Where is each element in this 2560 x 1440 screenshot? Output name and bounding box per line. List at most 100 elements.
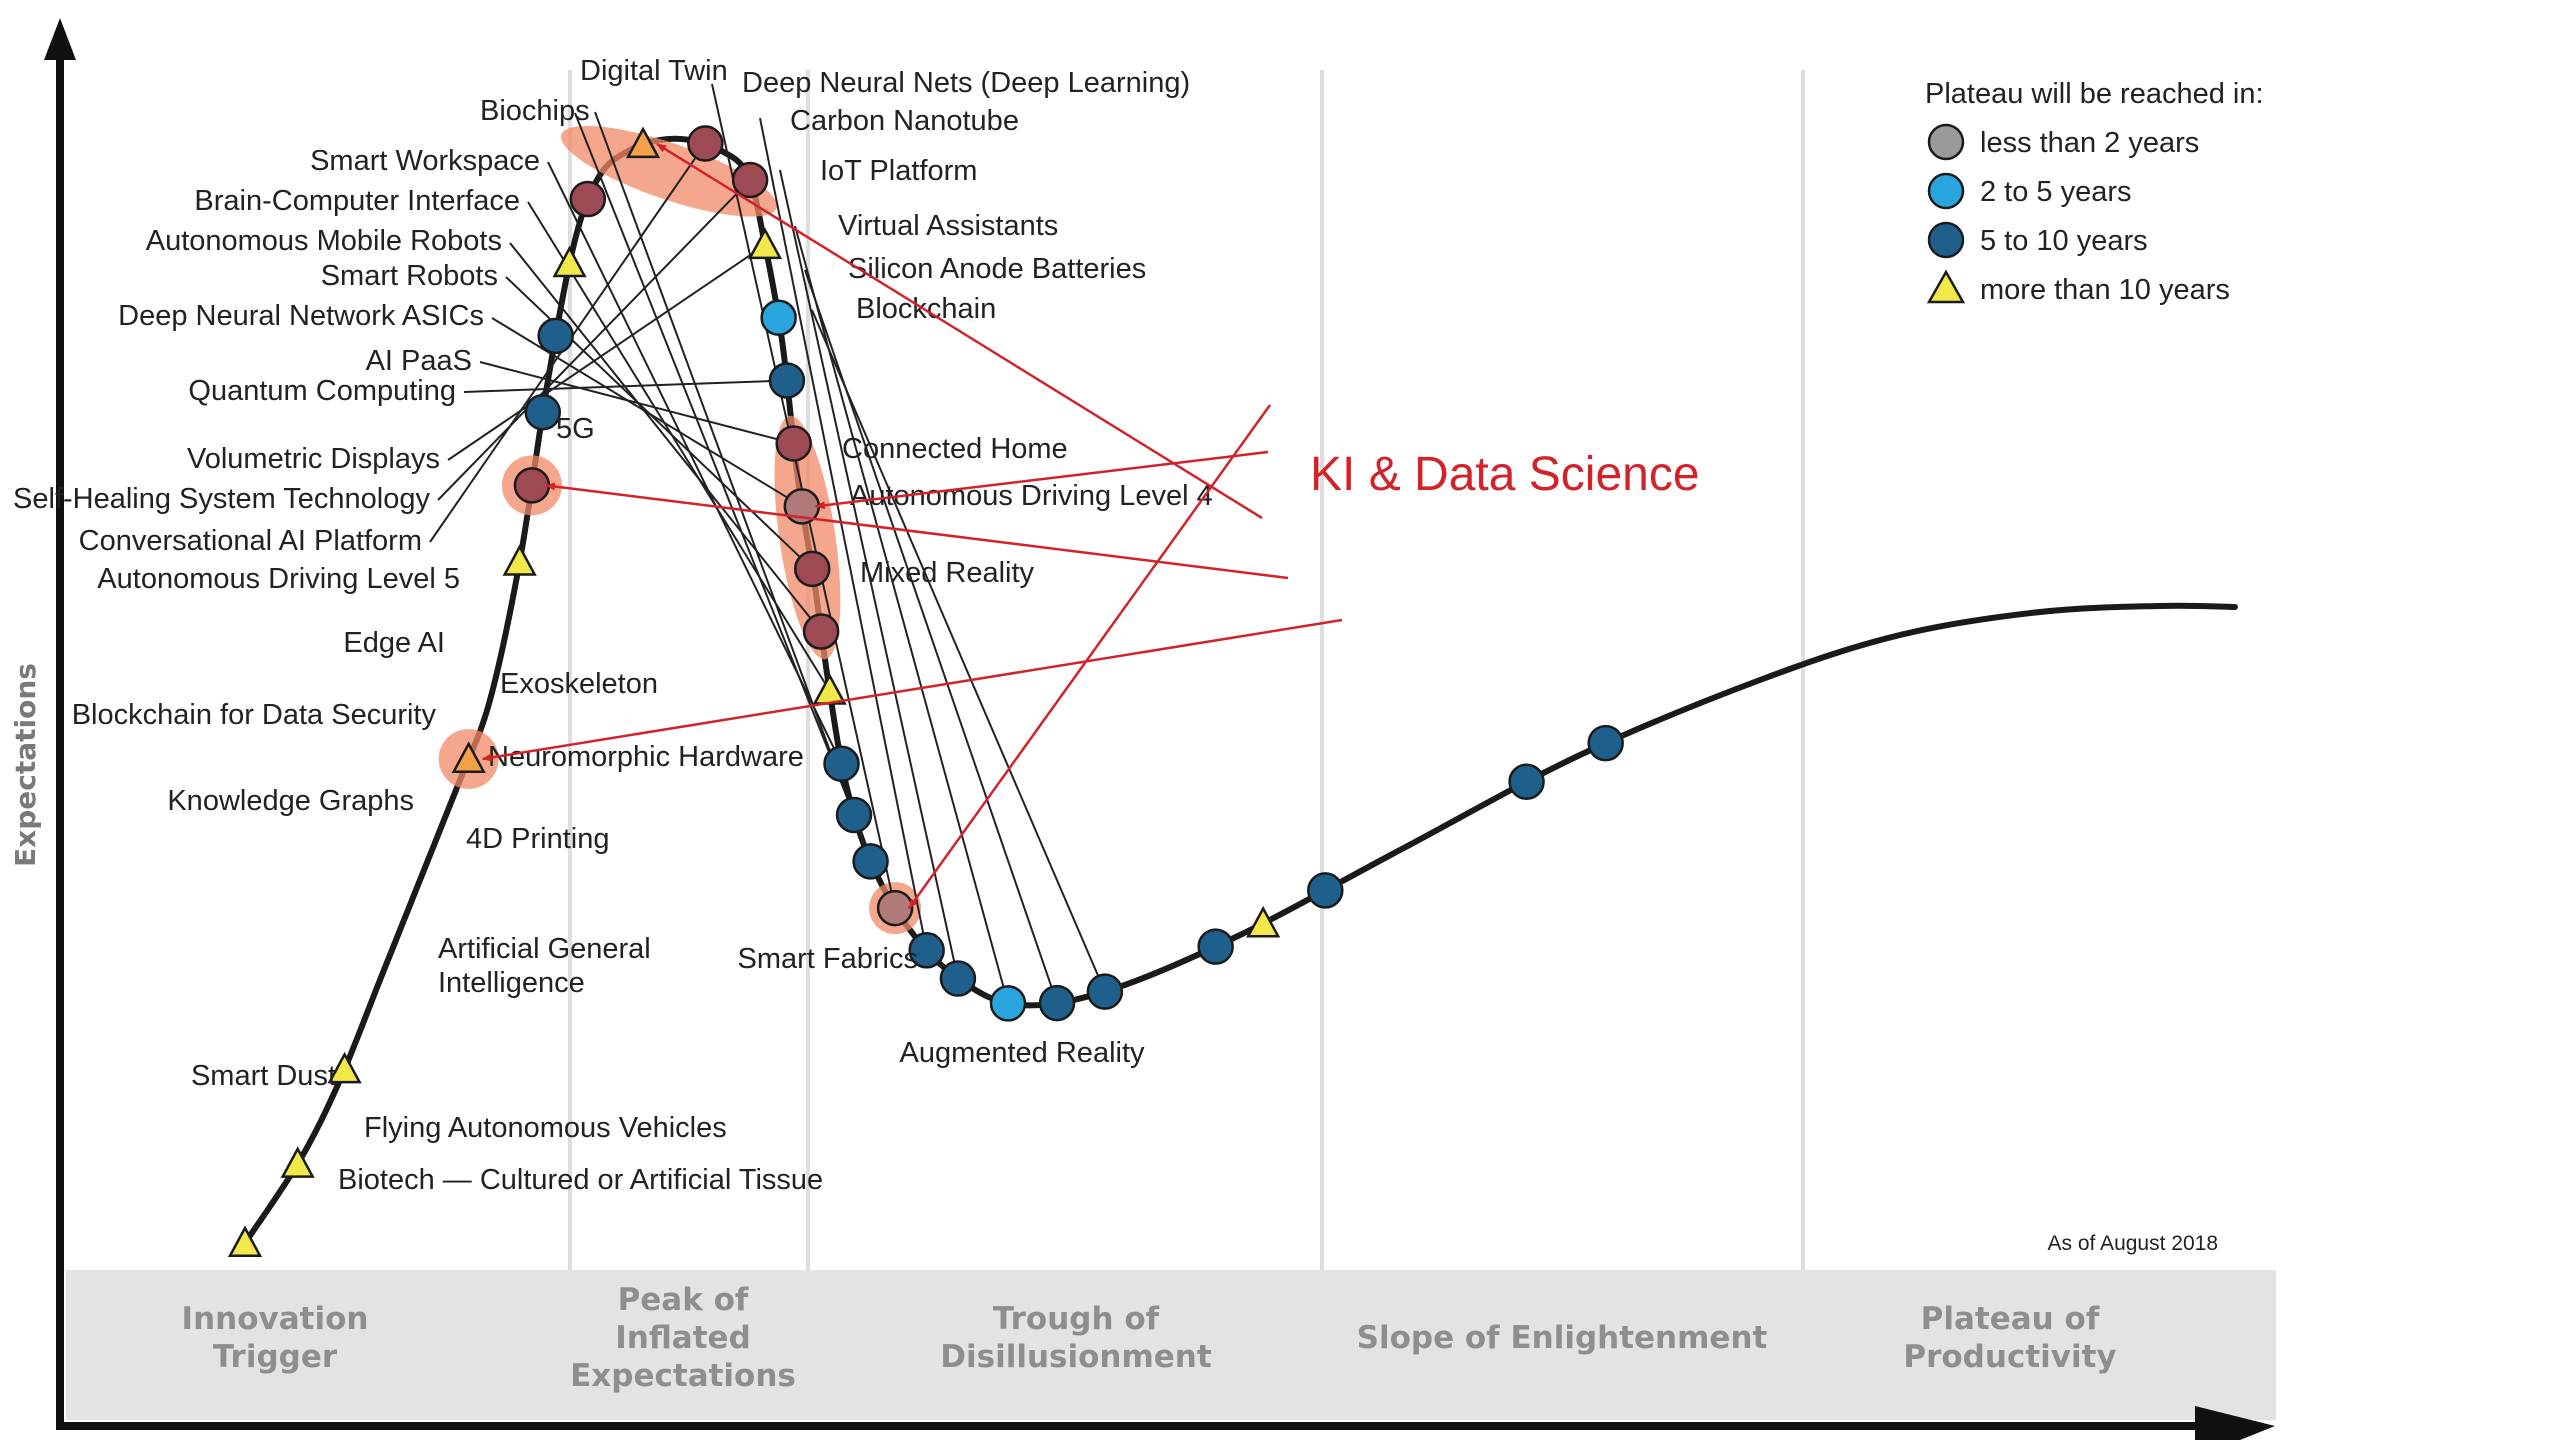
label-tech-1: Deep Neural Nets (Deep Learning) bbox=[742, 67, 1190, 99]
marker-tech-30 bbox=[327, 1051, 362, 1084]
annotation-arrow bbox=[481, 618, 1343, 762]
label-tech-31: Flying Autonomous Vehicles bbox=[364, 1112, 727, 1144]
marker-tech-22 bbox=[1307, 872, 1344, 909]
as-of-date: As of August 2018 bbox=[2048, 1232, 2218, 1255]
label-tech-24: Exoskeleton bbox=[500, 668, 658, 700]
marker-tech-20 bbox=[687, 125, 724, 162]
label-tech-9: Smart Robots bbox=[321, 260, 498, 292]
marker-tech-25 bbox=[537, 317, 574, 355]
marker-tech-9 bbox=[794, 550, 831, 588]
label-tech-14: Quantum Computing bbox=[188, 375, 456, 407]
label-tech-26: Neuromorphic Hardware bbox=[488, 741, 804, 773]
label-tech-13: AI PaaS bbox=[366, 345, 472, 377]
x-axis-arrow bbox=[2195, 1406, 2275, 1440]
y-axis-arrow bbox=[44, 18, 76, 60]
marker-tech-29 bbox=[451, 741, 486, 773]
marker-tech-18 bbox=[1246, 905, 1281, 938]
label-tech-2: Biochips bbox=[480, 95, 590, 127]
leader-line bbox=[437, 179, 751, 501]
annotation-arrow bbox=[656, 143, 1263, 520]
marker-tech-33 bbox=[1508, 763, 1545, 800]
marker-tech-4 bbox=[939, 960, 977, 997]
legend-marker-y2to5 bbox=[1927, 172, 1965, 210]
marker-tech-5 bbox=[823, 745, 860, 782]
legend-label-y2to5: 2 to 5 years bbox=[1980, 176, 2132, 208]
legend-marker-gt10 bbox=[1926, 269, 1966, 304]
marker-tech-13 bbox=[775, 425, 812, 462]
label-tech-3: Carbon Nanotube bbox=[790, 105, 1019, 137]
label-tech-5: Smart Workspace bbox=[310, 145, 540, 177]
label-tech-32: Biotech — Cultured or Artificial Tissue bbox=[338, 1164, 823, 1196]
label-tech-20: Conversational AI Platform bbox=[79, 525, 422, 557]
technology-markers bbox=[227, 125, 1624, 1257]
label-tech-21: Autonomous Driving Level 5 bbox=[97, 563, 460, 595]
phase-band bbox=[66, 1270, 2276, 1420]
leader-line bbox=[509, 242, 822, 633]
marker-tech-15 bbox=[760, 299, 797, 336]
annotation-text: KI & Data Science bbox=[1310, 448, 1700, 501]
leader-line bbox=[759, 117, 928, 951]
label-tech-23: Edge AI bbox=[343, 627, 445, 659]
marker-tech-7 bbox=[989, 985, 1027, 1022]
marker-tech-32 bbox=[227, 1225, 263, 1257]
label-tech-27: Knowledge Graphs bbox=[167, 785, 414, 817]
label-tech-4: IoT Platform bbox=[820, 155, 977, 187]
leader-line bbox=[779, 169, 959, 979]
marker-tech-26 bbox=[524, 393, 562, 431]
label-tech-17: Volumetric Displays bbox=[187, 443, 440, 475]
highlight-ellipse bbox=[560, 125, 777, 217]
annotation-arrows bbox=[481, 143, 1343, 909]
marker-tech-2 bbox=[835, 796, 873, 834]
marker-tech-3 bbox=[908, 932, 945, 969]
legend-title: Plateau will be reached in: bbox=[1925, 78, 2264, 110]
y-axis-label: Expectations bbox=[9, 663, 42, 867]
legend-label-gt10: more than 10 years bbox=[1980, 274, 2230, 306]
label-tech-19: Self-Healing System Technology bbox=[13, 483, 430, 515]
marker-tech-1 bbox=[876, 889, 914, 927]
label-tech-34: Augmented Reality bbox=[899, 1037, 1145, 1069]
phase-label-0: Innovation Trigger bbox=[182, 1301, 369, 1375]
label-tech-8: Autonomous Mobile Robots bbox=[146, 225, 502, 257]
marker-tech-17 bbox=[747, 227, 783, 260]
phase-labels: Innovation Trigger Peak of Inflated Expectat… bbox=[182, 1282, 2117, 1394]
marker-tech-14 bbox=[768, 362, 806, 399]
marker-tech-23 bbox=[569, 180, 607, 218]
marker-tech-6 bbox=[812, 673, 847, 705]
label-tech-29: Artificial General Intelligence bbox=[438, 933, 651, 999]
label-tech-15: 5G bbox=[556, 413, 595, 445]
marker-tech-27 bbox=[513, 467, 551, 504]
phase-label-4: Plateau of Productivity bbox=[1903, 1301, 2116, 1375]
marker-tech-34 bbox=[1587, 724, 1624, 762]
legend-label-y5to10: 5 to 10 years bbox=[1980, 225, 2148, 257]
annotation-arrow bbox=[908, 404, 1272, 909]
marker-tech-8 bbox=[802, 613, 840, 650]
annotation-arrow bbox=[544, 482, 1289, 580]
leader-line bbox=[479, 361, 794, 445]
label-tech-22: Mixed Reality bbox=[860, 557, 1035, 589]
legend-marker-y5to10 bbox=[1927, 221, 1965, 259]
marker-tech-0 bbox=[852, 843, 889, 880]
legend-label-lt2: less than 2 years bbox=[1980, 127, 2199, 159]
phase-label-1: Peak of Inflated Expectations bbox=[570, 1282, 796, 1394]
label-tech-30: Smart Dust bbox=[191, 1060, 336, 1092]
marker-tech-12 bbox=[1086, 973, 1124, 1010]
legend: Plateau will be reached in: less than 2 … bbox=[1925, 78, 2264, 306]
marker-tech-28 bbox=[502, 544, 537, 576]
label-tech-33: Smart Fabrics bbox=[738, 943, 918, 975]
marker-tech-16 bbox=[1197, 928, 1234, 965]
highlight-ellipse bbox=[774, 415, 841, 660]
leader-line bbox=[574, 112, 855, 816]
label-tech-28: 4D Printing bbox=[466, 823, 609, 855]
leader-line bbox=[811, 309, 1106, 992]
phase-label-3: Slope of Enlightenment bbox=[1357, 1320, 1768, 1356]
label-tech-6: Brain-Computer Interface bbox=[194, 185, 520, 217]
label-tech-25: Blockchain for Data Security bbox=[72, 699, 437, 731]
leader-line bbox=[447, 244, 766, 461]
label-tech-10: Silicon Anode Batteries bbox=[848, 253, 1146, 285]
marker-tech-10 bbox=[1038, 984, 1076, 1022]
marker-tech-19 bbox=[731, 161, 769, 199]
label-tech-0: Digital Twin bbox=[580, 55, 728, 87]
phase-label-2: Trough of Disillusionment bbox=[940, 1301, 1212, 1375]
marker-tech-31 bbox=[280, 1146, 315, 1178]
